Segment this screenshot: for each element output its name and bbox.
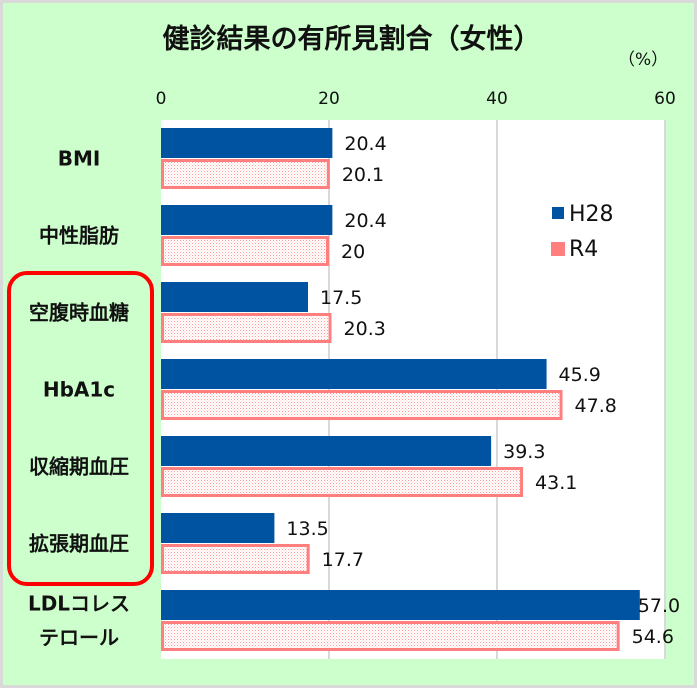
bar-H28 — [161, 359, 547, 389]
data-label: 54.6 — [632, 626, 674, 648]
bar-H28 — [161, 513, 275, 543]
bar-H28 — [161, 436, 492, 466]
data-label: 13.5 — [286, 518, 328, 540]
x-tick-label: 40 — [486, 89, 508, 109]
category-label: 収縮期血圧 — [29, 455, 129, 479]
category-label: テロール — [39, 626, 119, 650]
highlight-box — [7, 271, 154, 586]
category-label: BMI — [58, 147, 101, 171]
bar-H28 — [161, 282, 308, 312]
data-label: 20.3 — [344, 318, 386, 340]
bar-R4 — [161, 467, 524, 497]
data-label: 20.4 — [344, 133, 386, 155]
x-tick-label: 0 — [156, 89, 167, 109]
unit-label: （%） — [618, 50, 669, 70]
bar-R4 — [161, 544, 310, 574]
bar-R4 — [161, 159, 330, 189]
data-label: 20.1 — [342, 164, 384, 186]
legend-label: H28 — [569, 202, 614, 227]
bar-H28 — [161, 590, 640, 620]
legend-swatch-H28 — [552, 207, 564, 219]
category-label: HbA1c — [43, 378, 115, 402]
data-label: 43.1 — [535, 472, 577, 494]
data-label: 17.7 — [322, 549, 364, 571]
data-label: 20.4 — [344, 210, 386, 232]
bar-H28 — [161, 205, 333, 235]
bar-R4 — [161, 390, 563, 420]
category-label: LDLコレス — [28, 592, 130, 616]
bar-R4 — [161, 621, 620, 651]
bar-R4 — [161, 236, 329, 266]
plot-area — [161, 120, 665, 659]
bar-chart: 0 20 40 60 BMI 20.4 20.1 中性脂肪 20.4 20 空腹時血糖 17.5 20.… — [7, 89, 680, 659]
legend-swatch-R4 — [551, 242, 565, 256]
data-label: 47.8 — [575, 395, 617, 417]
category-label: 空腹時血糖 — [29, 301, 129, 325]
data-label: 45.9 — [559, 364, 601, 386]
data-label: 57.0 — [638, 595, 680, 617]
category-label: 中性脂肪 — [39, 224, 119, 248]
data-label: 17.5 — [320, 287, 362, 309]
x-tick-label: 20 — [318, 89, 340, 109]
category-label: 拡張期血圧 — [29, 532, 129, 556]
chart-title: 健診結果の有所見割合（女性） — [162, 24, 541, 55]
x-tick-label: 60 — [654, 89, 676, 109]
legend-label: R4 — [569, 237, 598, 262]
bar-H28 — [161, 128, 333, 158]
data-label: 20 — [341, 241, 365, 263]
bar-R4 — [161, 313, 332, 343]
data-label: 39.3 — [503, 441, 545, 463]
